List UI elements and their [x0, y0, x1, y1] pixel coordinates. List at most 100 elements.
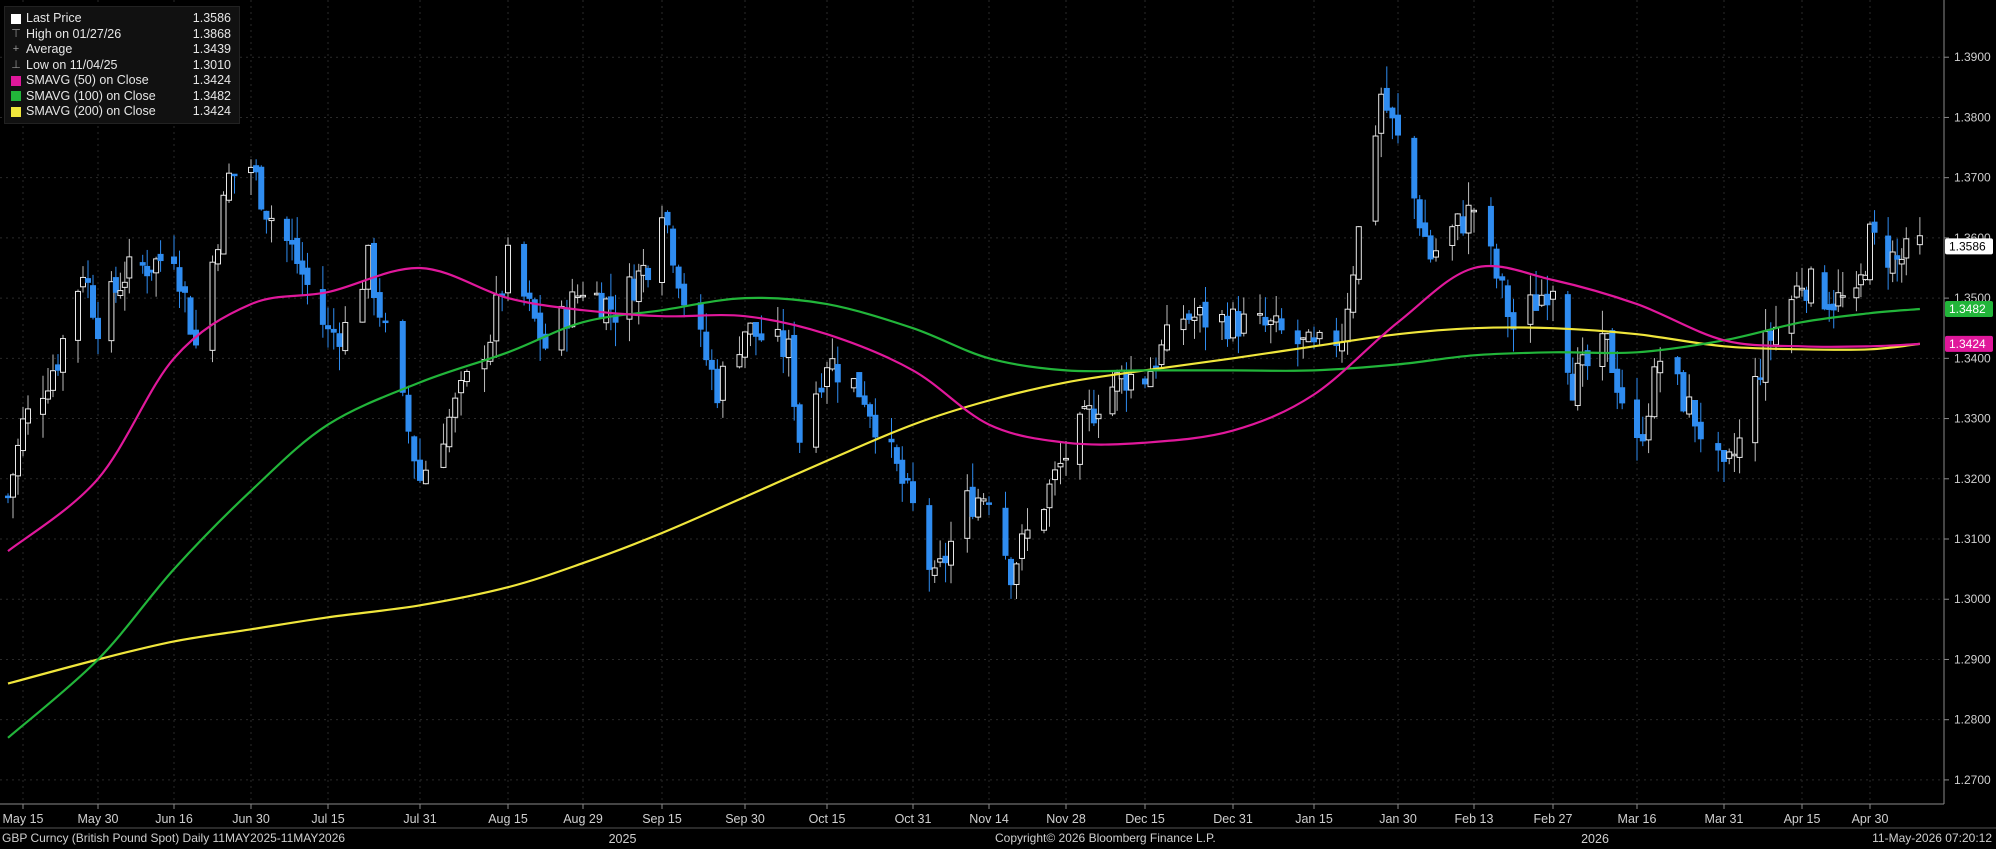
candle-down	[112, 277, 119, 293]
candle-up	[1853, 287, 1860, 299]
candle-up	[1651, 366, 1658, 418]
candle-up	[964, 490, 971, 539]
candle-down	[942, 555, 949, 564]
legend-label: Last Price	[26, 11, 82, 25]
average-marker-icon: +	[12, 43, 20, 55]
legend-high: ⊤ High on 01/27/26 1.3868	[11, 27, 231, 43]
candle-down	[1294, 330, 1301, 345]
candle-up	[1063, 457, 1069, 461]
candle-up	[1378, 93, 1385, 134]
candle-up	[487, 341, 494, 362]
candle-down	[1871, 221, 1878, 233]
x-tick-label: May 30	[78, 812, 119, 826]
candle-down	[1383, 87, 1390, 111]
candle-up	[975, 497, 982, 518]
candle-down	[1609, 330, 1616, 374]
last-value-label: 1.3424	[1949, 337, 1986, 351]
candle-down	[856, 372, 863, 398]
candle-down	[157, 253, 164, 262]
candle-up	[1273, 315, 1280, 323]
legend-label: Average	[26, 42, 73, 56]
sma50-swatch	[11, 75, 21, 86]
candle-up	[1180, 318, 1187, 331]
candle-up	[980, 498, 987, 502]
sma200-line	[7, 326, 1921, 685]
candle-down	[537, 312, 544, 340]
candle-up	[440, 443, 447, 468]
candle-down	[791, 334, 798, 407]
candle-up	[10, 474, 16, 498]
y-tick-label: 1.3100	[1954, 532, 1991, 546]
x-tick-label: Jan 15	[1295, 812, 1333, 826]
candle-down	[888, 438, 895, 443]
candle-up	[1538, 294, 1545, 306]
x-tick-label: Dec 15	[1125, 812, 1165, 826]
candle-down	[758, 333, 765, 341]
candle-down	[1584, 350, 1591, 367]
candle-down	[319, 289, 326, 325]
candle-up	[1013, 563, 1020, 586]
x-tick-label: Jun 16	[155, 812, 193, 826]
y-tick-labels: 1.2700 1.2800 1.2900 1.3000 1.3100 1.3200 1.33…	[1944, 50, 1991, 787]
candle-up	[153, 258, 160, 274]
candle-down	[258, 166, 265, 210]
candle-up	[659, 217, 665, 283]
candle-down	[263, 210, 270, 220]
x-tick-label: Apr 15	[1784, 812, 1821, 826]
candle-up	[1898, 258, 1905, 265]
candle-down	[1821, 272, 1828, 310]
candle-up	[1726, 451, 1733, 459]
candle-up	[458, 379, 465, 394]
candle-down	[1533, 294, 1540, 311]
candle-down	[681, 283, 688, 306]
candle-up	[1449, 226, 1456, 246]
candle-up	[121, 281, 128, 288]
candle-up	[452, 397, 459, 418]
x-tick-label: Jul 31	[403, 812, 436, 826]
candle-down	[1395, 114, 1401, 136]
candle-down	[526, 292, 533, 299]
sma50-line	[7, 264, 1920, 552]
candle-down	[969, 486, 976, 517]
candle-down	[1499, 276, 1506, 281]
candle-down	[872, 414, 879, 438]
sma100-line	[7, 296, 1920, 739]
candle-up	[1158, 344, 1165, 366]
candle-up	[1339, 341, 1345, 352]
x-tick-label: Mar 16	[1618, 812, 1657, 826]
candle-down	[1697, 421, 1704, 440]
candle-up	[1808, 268, 1815, 304]
candle-up	[580, 294, 586, 298]
candle-up	[342, 321, 349, 352]
candle-down	[714, 368, 721, 404]
candle-down	[1721, 449, 1727, 462]
candle-down	[1569, 373, 1576, 401]
candle-down	[1311, 337, 1317, 343]
candle-down	[1674, 357, 1681, 375]
candle-down	[910, 481, 916, 504]
candle-down	[330, 328, 337, 333]
legend-average: + Average 1.3439	[11, 42, 231, 58]
candle-up	[1052, 469, 1058, 481]
candle-up	[785, 338, 792, 359]
x-tick-label: Nov 28	[1046, 812, 1086, 826]
candle-up	[60, 338, 66, 373]
candle-down	[5, 495, 11, 499]
candle-up	[1046, 483, 1053, 509]
footer-timestamp: 11-May-2026 07:20:12	[1872, 831, 1992, 845]
candle-down	[861, 395, 868, 405]
candle-up	[1839, 295, 1846, 298]
candle-up	[1579, 354, 1586, 366]
candle-up	[1372, 135, 1379, 222]
legend-sma50: SMAVG (50) on Close 1.3424	[11, 73, 231, 89]
candle-up	[1076, 413, 1083, 465]
candle-down	[1493, 248, 1500, 279]
candle-down	[336, 333, 343, 347]
candle-up	[1344, 308, 1351, 343]
candle-up	[1731, 453, 1738, 457]
candle-up	[1086, 405, 1093, 410]
candle-up	[1024, 529, 1031, 539]
candle-up	[1164, 324, 1170, 351]
candle-up	[1350, 274, 1357, 313]
